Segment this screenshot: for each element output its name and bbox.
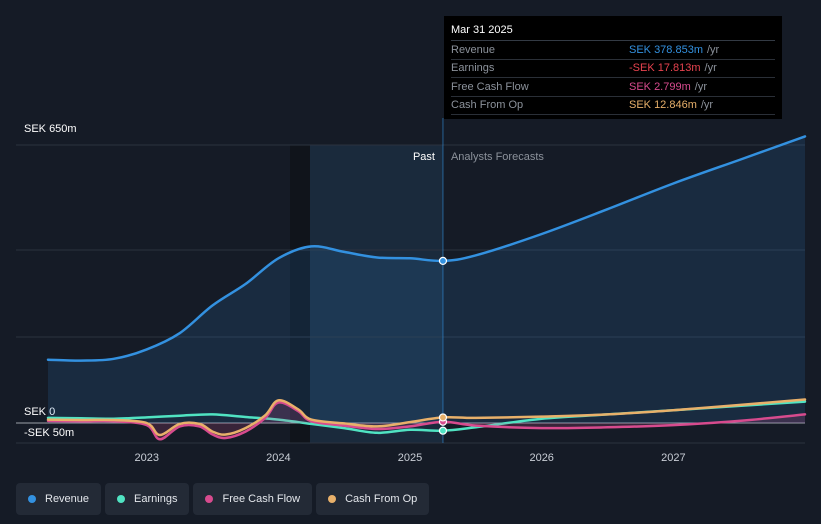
tooltip-value: SEK 12.846m — [629, 99, 697, 112]
legend-dot-icon — [328, 495, 337, 503]
x-tick-label: 2023 — [134, 452, 158, 464]
tooltip-unit: /yr — [700, 99, 714, 112]
legend-item-revenue[interactable]: Revenue — [16, 483, 102, 515]
forecast-label: Analysts Forecasts — [451, 151, 544, 163]
tooltip-label: Free Cash Flow — [451, 80, 529, 93]
x-tick-label: 2024 — [266, 452, 290, 464]
tooltip-unit: /yr — [707, 43, 720, 56]
tooltip-unit: /yr — [694, 80, 707, 93]
past-label: Past — [413, 151, 435, 163]
y-axis-label: SEK 0 — [24, 406, 55, 418]
tooltip-row-earnings: Earnings -SEK 17.813m /yr — [451, 60, 775, 78]
chart-legend: Revenue Earnings Free Cash Flow Cash Fro… — [16, 483, 430, 515]
tooltip-row-free-cash-flow: Free Cash Flow SEK 2.799m /yr — [451, 78, 775, 97]
tooltip-row-cash-from-op: Cash From Op SEK 12.846m /yr — [451, 97, 775, 115]
series-line-cash-from-op — [46, 398, 807, 437]
x-tick-label: 2025 — [398, 452, 422, 464]
past-shade-dark — [290, 145, 310, 443]
past-shade-highlight — [310, 145, 443, 443]
tooltip-value: -SEK 17.813m — [629, 62, 701, 75]
y-axis-label: -SEK 50m — [24, 427, 74, 439]
tooltip-value: SEK 2.799m — [629, 80, 691, 93]
fcf-area — [48, 402, 805, 440]
legend-label: Revenue — [45, 493, 90, 505]
legend-dot-icon — [117, 495, 126, 503]
tooltip-label: Earnings — [451, 62, 495, 75]
series-line-revenue — [46, 135, 807, 362]
series-line-free-cash-flow — [46, 401, 807, 441]
legend-item-earnings[interactable]: Earnings — [105, 483, 190, 515]
tooltip-label: Cash From Op — [451, 99, 524, 112]
tooltip-unit: /yr — [704, 62, 717, 75]
hover-tooltip: Mar 31 2025 Revenue SEK 378.853m /yr Ear… — [444, 16, 782, 119]
tooltip-label: Revenue — [451, 43, 496, 56]
x-tick-label: 2027 — [661, 452, 685, 464]
legend-item-free-cash-flow[interactable]: Free Cash Flow — [193, 483, 313, 515]
legend-label: Free Cash Flow — [222, 493, 301, 505]
x-tick-label: 2026 — [529, 452, 553, 464]
revenue-area — [48, 136, 805, 423]
legend-dot-icon — [205, 495, 214, 503]
legend-dot-icon — [28, 495, 36, 503]
hover-marker-revenue — [438, 256, 448, 266]
legend-item-cash-from-op[interactable]: Cash From Op — [316, 483, 430, 515]
legend-label: Cash From Op — [345, 493, 418, 505]
y-axis-label: SEK 650m — [24, 123, 77, 135]
hover-marker-cash-from-op — [438, 413, 448, 422]
tooltip-row-revenue: Revenue SEK 378.853m /yr — [451, 41, 775, 60]
hover-marker-earnings — [438, 426, 448, 435]
tooltip-value: SEK 378.853m — [629, 43, 703, 56]
tooltip-date: Mar 31 2025 — [451, 24, 775, 41]
legend-label: Earnings — [134, 493, 178, 505]
